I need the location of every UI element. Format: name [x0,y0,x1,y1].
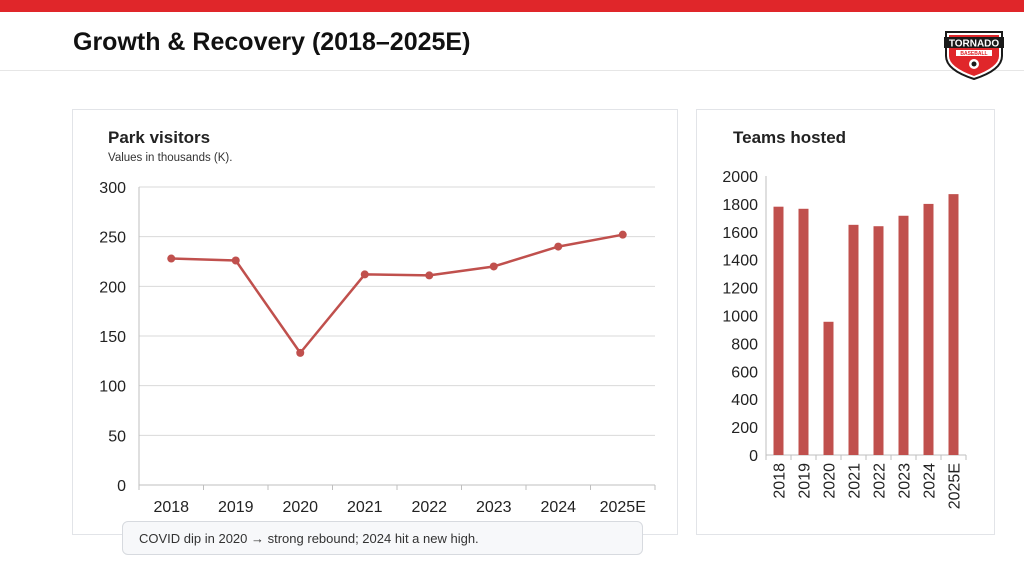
x-tick-label: 2023 [897,463,914,499]
data-point [554,242,563,251]
logo-text-bottom: BASEBALL [960,51,987,57]
x-tick-label: 2018 [772,463,789,499]
x-tick-label: 2022 [411,499,447,516]
data-point [618,230,627,239]
y-tick-label: 400 [731,392,758,409]
y-tick-label: 1200 [722,281,758,298]
data-point [360,270,369,279]
y-tick-label: 0 [749,448,758,465]
park-visitors-title: Park visitors [108,128,211,147]
x-tick-label: 2025E [600,499,646,516]
x-tick-label: 2021 [847,463,864,499]
x-tick-label: 2023 [476,499,512,516]
y-tick-label: 150 [99,329,126,346]
slide-header [0,12,1024,71]
y-tick-label: 200 [731,420,758,437]
x-tick-label: 2021 [347,499,383,516]
y-tick-label: 2000 [722,169,758,186]
y-tick-label: 1400 [722,253,758,270]
y-tick-label: 50 [108,428,126,445]
y-tick-label: 0 [117,478,126,495]
park-visitors-panel [72,109,678,535]
page-title: Growth & Recovery (2018–2025E) [73,28,471,56]
y-tick-label: 100 [99,379,126,396]
x-tick-label: 2025E [947,463,964,509]
x-tick-label: 2024 [540,499,576,516]
insight-callout: COVID dip in 2020 → strong rebound; 2024… [122,521,643,555]
data-point [489,262,498,271]
bar [848,224,859,455]
x-tick-label: 2024 [922,463,939,499]
data-point [231,256,240,265]
teams-hosted-bar-chart: 0 200 400 600 800 1000 1200 1400 1600 1800 2000 201… [722,169,967,509]
data-point [167,254,176,263]
x-tick-label: 2019 [797,463,814,499]
bar [923,203,934,455]
teams-hosted-title: Teams hosted [733,128,847,147]
y-tick-label: 250 [99,230,126,247]
y-tick-label: 1000 [722,309,758,326]
bar [773,206,784,455]
y-tick-label: 1800 [722,197,758,214]
y-tick-label: 1600 [722,225,758,242]
bar [798,208,809,455]
data-point [425,271,434,280]
y-tick-label: 600 [731,364,758,381]
park-visitors-subtitle: Values in thousands (K). [108,152,233,164]
bar [898,215,909,455]
x-tick-label: 2020 [822,463,839,499]
data-point [296,348,305,357]
tornado-baseball-logo: TORNADO BASEBALL [944,31,1004,80]
bar [873,226,884,455]
park-visitors-line-chart: 0 50 100 150 200 250 300 2018 2019 2020 2021 2022 20… [99,180,656,516]
y-tick-label: 300 [99,180,126,197]
bar [948,194,959,455]
x-tick-label: 2018 [153,499,189,516]
x-tick-label: 2019 [218,499,254,516]
y-tick-label: 800 [731,336,758,353]
series-line [171,233,623,355]
teams-hosted-panel [696,109,995,535]
bar [823,321,834,455]
top-accent-bar [0,0,1024,12]
x-tick-label: 2020 [282,499,318,516]
x-tick-label: 2022 [872,463,889,499]
logo-text-top: TORNADO [949,39,1000,50]
y-tick-label: 200 [99,279,126,296]
